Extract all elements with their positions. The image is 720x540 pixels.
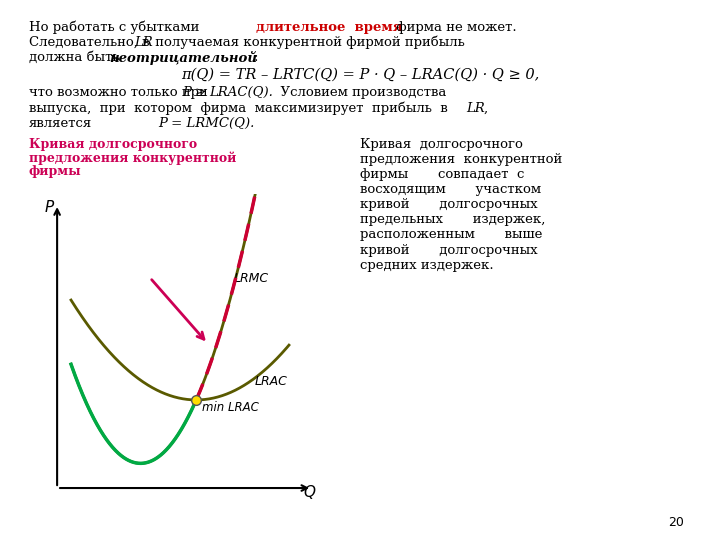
Text: P = LRMC(Q).: P = LRMC(Q). bbox=[158, 117, 255, 130]
Text: кривой       долгосрочных: кривой долгосрочных bbox=[360, 198, 538, 211]
Text: Кривая  долгосрочного: Кривая долгосрочного bbox=[360, 138, 523, 151]
Text: ,: , bbox=[484, 102, 488, 114]
Text: Условием производства: Условием производства bbox=[272, 86, 446, 99]
Text: Q: Q bbox=[304, 485, 316, 500]
Text: расположенным       выше: расположенным выше bbox=[360, 228, 542, 241]
Text: LR: LR bbox=[135, 36, 153, 49]
Text: предложения конкурентной: предложения конкурентной bbox=[29, 151, 236, 165]
Text: получаемая конкурентной фирмой прибыль: получаемая конкурентной фирмой прибыль bbox=[151, 36, 465, 49]
Text: предельных       издержек,: предельных издержек, bbox=[360, 213, 545, 226]
Text: фирмы: фирмы bbox=[29, 165, 81, 178]
Text: выпуска,  при  котором  фирма  максимизирует  прибыль  в: выпуска, при котором фирма максимизирует… bbox=[29, 102, 452, 115]
Text: ≥: ≥ bbox=[191, 86, 210, 99]
Text: Но работать с убытками: Но работать с убытками bbox=[29, 21, 204, 34]
Text: min LRAC: min LRAC bbox=[202, 401, 258, 414]
Text: :: : bbox=[253, 51, 258, 64]
Text: предложения  конкурентной: предложения конкурентной bbox=[360, 153, 562, 166]
Text: LRAC(Q).: LRAC(Q). bbox=[209, 86, 273, 99]
Text: что возможно только при: что возможно только при bbox=[29, 86, 212, 99]
Text: Следовательно, в: Следовательно, в bbox=[29, 36, 153, 49]
Text: является: является bbox=[29, 117, 92, 130]
Text: Кривая долгосрочного: Кривая долгосрочного bbox=[29, 138, 197, 151]
Text: π(Q) = TR – LRTC(Q) = P · Q – LRAC(Q) · Q ≥ 0,: π(Q) = TR – LRTC(Q) = P · Q – LRAC(Q) · … bbox=[181, 68, 539, 82]
Text: кривой       долгосрочных: кривой долгосрочных bbox=[360, 244, 538, 256]
Text: LRMC: LRMC bbox=[233, 272, 269, 285]
Text: фирмы       совпадает  с: фирмы совпадает с bbox=[360, 168, 524, 181]
Text: средних издержек.: средних издержек. bbox=[360, 259, 494, 272]
Text: LR: LR bbox=[467, 102, 485, 114]
Text: должна быть: должна быть bbox=[29, 51, 124, 64]
Text: неотрицательной: неотрицательной bbox=[109, 51, 258, 65]
Text: длительное  время: длительное время bbox=[256, 21, 402, 33]
Text: LRAC: LRAC bbox=[254, 375, 287, 388]
Text: 20: 20 bbox=[668, 516, 684, 529]
Text: восходящим       участком: восходящим участком bbox=[360, 183, 541, 196]
Text: P: P bbox=[44, 199, 53, 214]
Text: P: P bbox=[182, 86, 191, 99]
Text: фирма не может.: фирма не может. bbox=[392, 21, 517, 33]
